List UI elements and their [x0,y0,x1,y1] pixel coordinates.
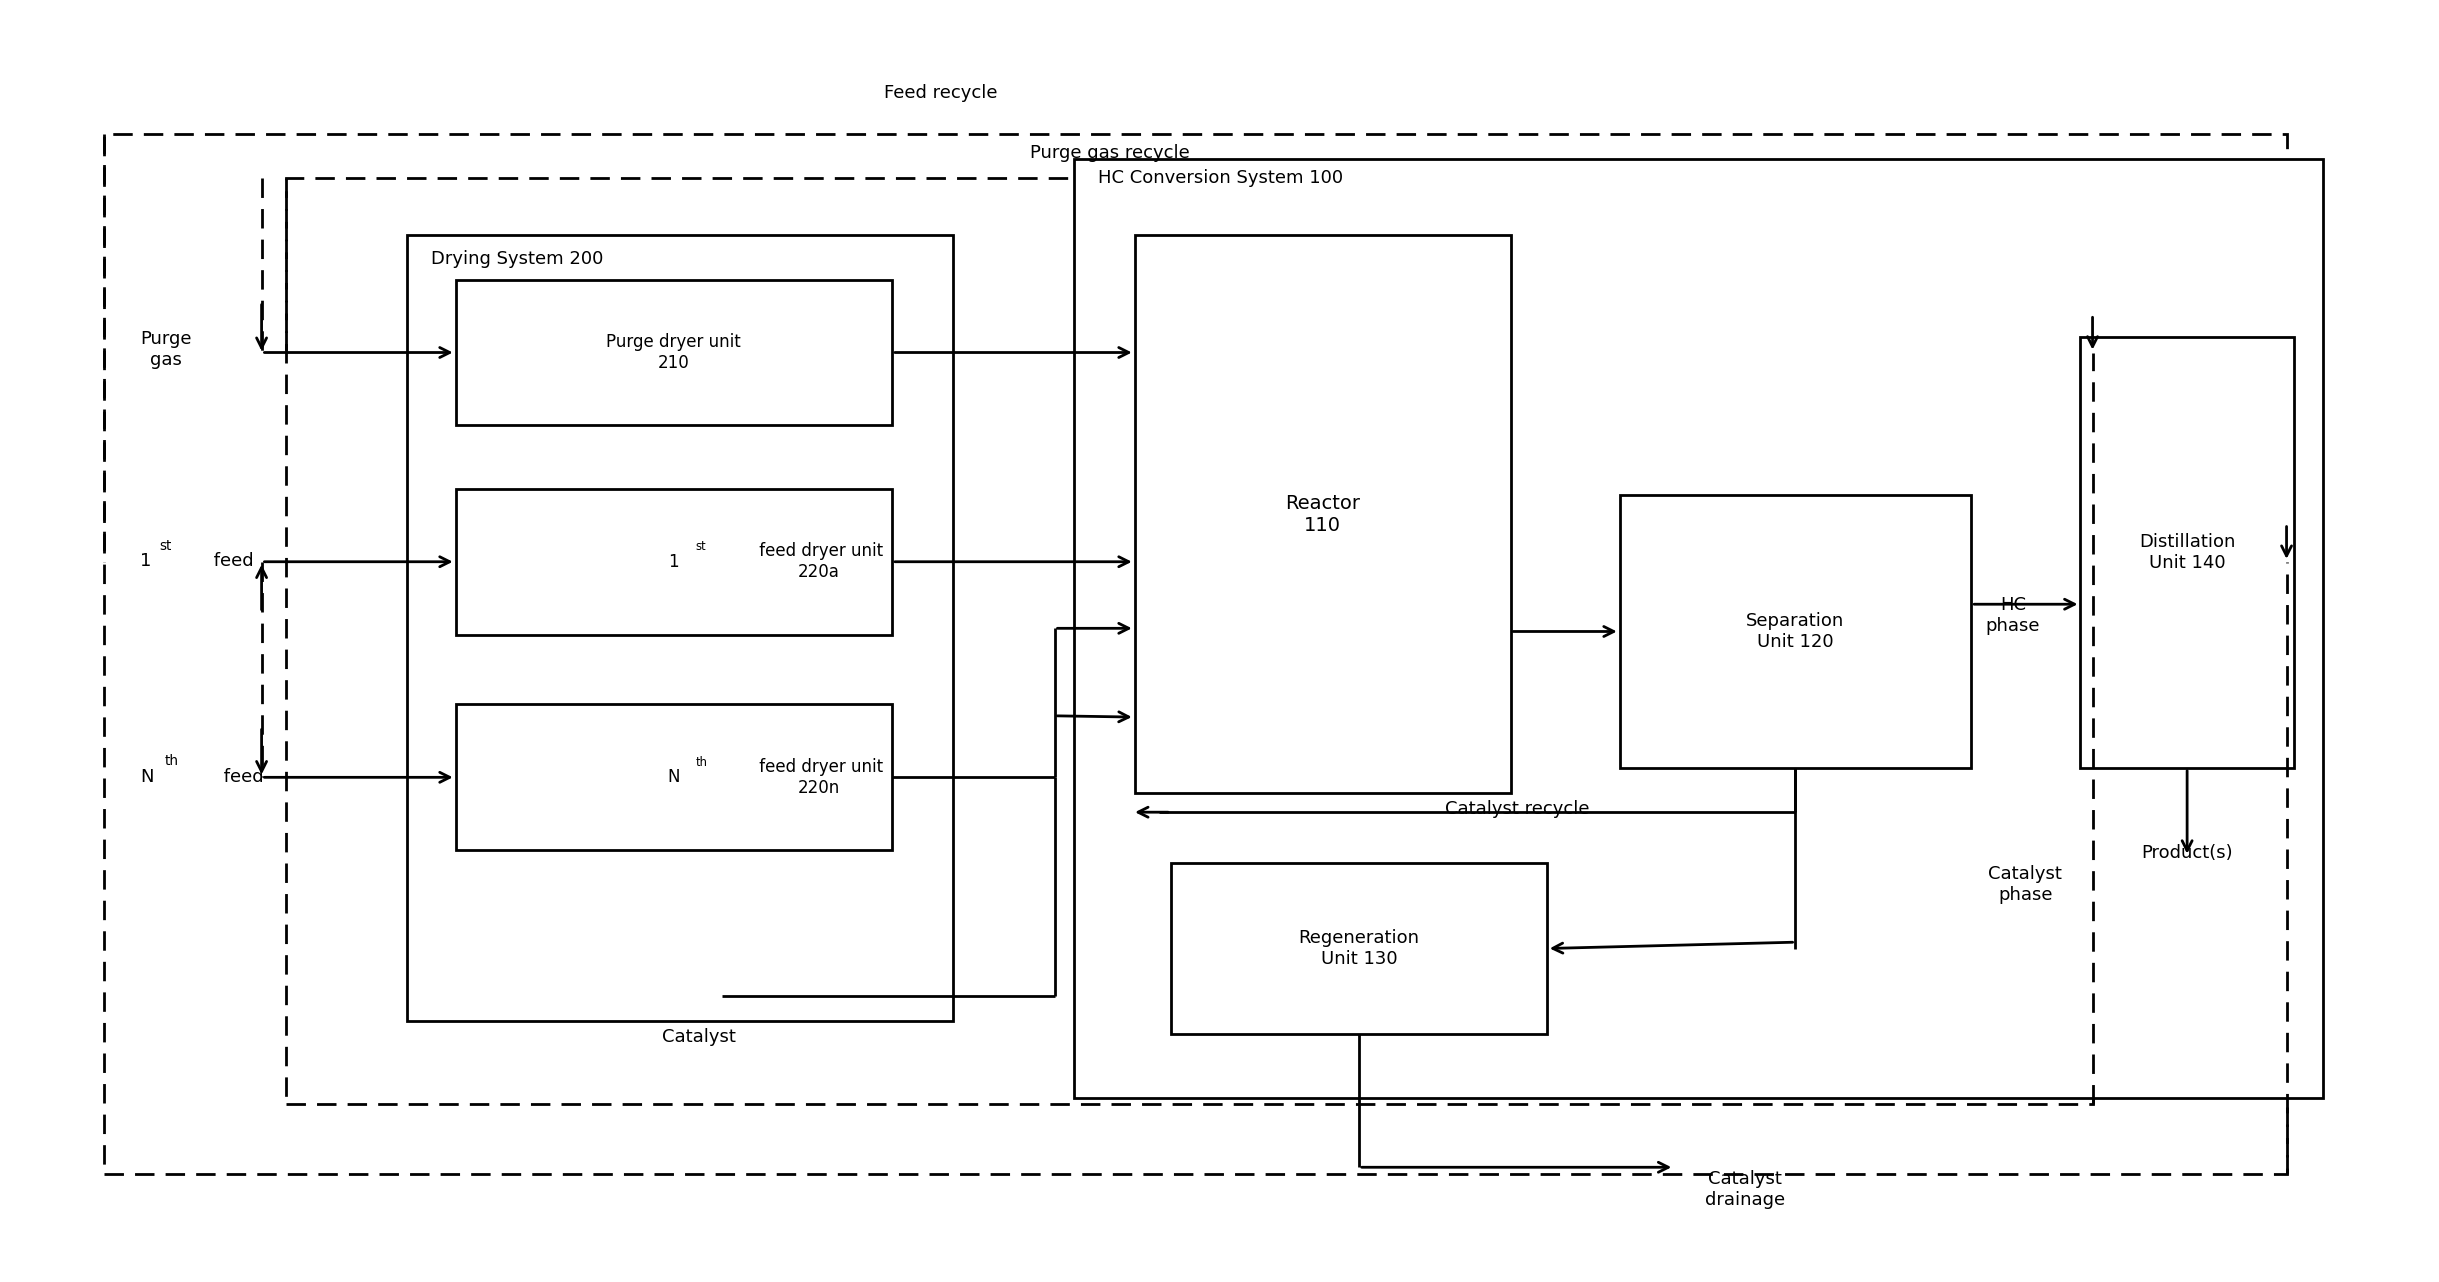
Text: HC Conversion System 100: HC Conversion System 100 [1098,169,1344,187]
Text: Drying System 200: Drying System 200 [432,250,605,268]
Text: Purge dryer unit
210: Purge dryer unit 210 [607,333,741,372]
Text: feed dryer unit
220a: feed dryer unit 220a [754,542,883,581]
Text: 1: 1 [141,553,151,570]
Bar [105,133,2285,1173]
Bar [456,279,893,426]
Bar [456,704,893,850]
Text: st: st [159,538,173,553]
Text: Distillation
Unit 140: Distillation Unit 140 [2139,533,2234,572]
Text: 1: 1 [668,553,678,570]
Text: N: N [668,768,680,786]
Bar [407,235,954,1022]
Text: Purge
gas: Purge gas [141,329,193,369]
Bar [285,178,2093,1104]
Bar [1619,495,1971,768]
Text: st: st [695,540,707,553]
Text: Reactor
110: Reactor 110 [1285,494,1361,535]
Text: Catalyst: Catalyst [661,1028,737,1046]
Bar [456,488,893,635]
Text: Catalyst recycle: Catalyst recycle [1444,800,1590,818]
Text: feed: feed [217,768,263,786]
Text: Catalyst
drainage: Catalyst drainage [1705,1169,1785,1209]
Text: feed dryer unit
220n: feed dryer unit 220n [754,758,883,796]
Text: N: N [141,768,154,786]
Text: Purge gas recycle: Purge gas recycle [1032,144,1190,162]
Bar [1073,159,2322,1097]
Bar [1134,235,1510,794]
Text: th: th [163,755,178,768]
Text: Feed recycle: Feed recycle [883,85,998,103]
Text: HC
phase: HC phase [1985,596,2041,635]
Bar [1171,863,1546,1035]
Bar [2080,337,2293,768]
Text: feed: feed [207,553,254,570]
Text: Product(s): Product(s) [2141,844,2234,862]
Text: Separation
Unit 120: Separation Unit 120 [1746,612,1844,651]
Text: th: th [695,755,707,769]
Text: Catalyst
phase: Catalyst phase [1988,865,2061,904]
Text: Regeneration
Unit 130: Regeneration Unit 130 [1298,929,1419,968]
